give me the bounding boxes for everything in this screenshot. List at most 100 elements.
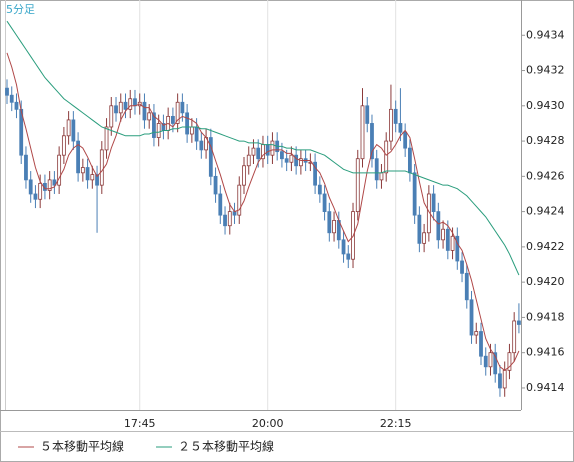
y-tick-label: 0.9426 bbox=[526, 169, 565, 182]
candle-body bbox=[227, 211, 232, 227]
candle-body bbox=[389, 108, 393, 142]
candle-body bbox=[298, 158, 303, 167]
candle-body bbox=[322, 193, 327, 213]
candle-body bbox=[517, 320, 521, 325]
candle-body bbox=[199, 140, 204, 151]
chart-title: 5分足 bbox=[6, 3, 35, 16]
candle-body bbox=[156, 123, 161, 138]
candle-body bbox=[246, 154, 251, 167]
candle-body bbox=[208, 137, 213, 177]
candle-body bbox=[9, 94, 14, 103]
y-tick-label: 0.9418 bbox=[526, 310, 565, 323]
candle-body bbox=[90, 174, 95, 181]
candle-body bbox=[284, 158, 289, 163]
candle-body bbox=[218, 193, 223, 216]
legend-label: ２５本移動平均線 bbox=[178, 439, 274, 454]
candle-body bbox=[66, 119, 71, 137]
candle-body bbox=[346, 253, 351, 260]
candle-body bbox=[469, 299, 474, 336]
candle-body bbox=[170, 115, 175, 124]
candle-body bbox=[483, 355, 488, 368]
candle-body bbox=[142, 101, 147, 121]
candle-body bbox=[374, 158, 379, 181]
y-tick-label: 0.9416 bbox=[526, 346, 565, 359]
candle-body bbox=[256, 147, 261, 160]
candle-body bbox=[237, 184, 242, 216]
candle-body bbox=[431, 193, 436, 213]
y-tick-label: 0.9428 bbox=[526, 134, 565, 147]
candle-body bbox=[223, 214, 227, 227]
candle-body bbox=[294, 154, 299, 167]
candle-body bbox=[422, 232, 427, 244]
candle-body bbox=[180, 101, 185, 114]
candle-body bbox=[412, 172, 417, 216]
y-tick-label: 0.9434 bbox=[526, 28, 565, 41]
y-tick-label: 0.9414 bbox=[526, 381, 565, 394]
candle-body bbox=[28, 179, 33, 195]
candle-body bbox=[251, 147, 256, 156]
candle-body bbox=[270, 140, 275, 156]
candle-body bbox=[384, 140, 389, 174]
candle-body bbox=[289, 154, 294, 163]
candle-body bbox=[455, 235, 460, 262]
candle-body bbox=[407, 147, 412, 174]
candle-body bbox=[464, 272, 469, 301]
candle-body bbox=[355, 158, 360, 213]
candle-body bbox=[128, 98, 133, 110]
candle-body bbox=[445, 228, 450, 251]
candle-body bbox=[379, 172, 384, 181]
ma-line bbox=[6, 20, 520, 276]
candle-body bbox=[341, 239, 346, 255]
candle-body bbox=[76, 140, 80, 174]
candle-body bbox=[493, 352, 498, 375]
y-tick-label: 0.9430 bbox=[526, 99, 565, 112]
candle-body bbox=[242, 165, 246, 186]
candle-body bbox=[436, 211, 441, 241]
candle-body bbox=[370, 123, 374, 160]
candle-body bbox=[398, 123, 403, 133]
candle-body bbox=[460, 260, 464, 274]
candle-body bbox=[479, 331, 483, 357]
candle-body bbox=[104, 126, 109, 151]
y-tick-label: 0.9424 bbox=[526, 205, 565, 218]
ma-line bbox=[6, 52, 520, 371]
candle-body bbox=[512, 320, 517, 354]
y-tick-label: 0.9422 bbox=[526, 240, 565, 253]
candle-body bbox=[5, 87, 9, 96]
candle-body bbox=[474, 331, 479, 336]
candle-body bbox=[85, 167, 90, 181]
x-tick-label: 22:15 bbox=[380, 417, 412, 430]
candle-body bbox=[365, 105, 370, 124]
candle-body bbox=[114, 105, 118, 114]
candle-body bbox=[393, 108, 398, 124]
candle-body bbox=[61, 135, 66, 156]
candle-body bbox=[109, 105, 114, 128]
candle-body bbox=[80, 167, 85, 174]
x-tick-label: 17:45 bbox=[124, 417, 156, 430]
legend-label: ５本移動平均線 bbox=[40, 439, 124, 454]
candle-body bbox=[488, 352, 493, 368]
candle-body bbox=[118, 101, 123, 114]
candle-body bbox=[71, 119, 76, 142]
candle-body bbox=[403, 131, 408, 149]
candle-body bbox=[317, 184, 322, 195]
y-tick-label: 0.9432 bbox=[526, 64, 565, 77]
candle-body bbox=[133, 98, 137, 107]
candle-body bbox=[33, 193, 38, 200]
candle-body bbox=[24, 154, 28, 181]
candle-body bbox=[147, 112, 152, 121]
candle-body bbox=[265, 144, 270, 156]
candle-body bbox=[313, 161, 318, 186]
x-tick-label: 20:00 bbox=[252, 417, 284, 430]
candle-body bbox=[213, 175, 218, 195]
candle-body bbox=[332, 220, 336, 234]
candle-body bbox=[441, 228, 445, 241]
candle-body bbox=[14, 101, 19, 110]
candle-body bbox=[498, 373, 502, 389]
candle-body bbox=[360, 105, 365, 160]
candle-body bbox=[185, 112, 190, 135]
candle-body bbox=[502, 369, 507, 389]
candle-body bbox=[95, 174, 99, 186]
